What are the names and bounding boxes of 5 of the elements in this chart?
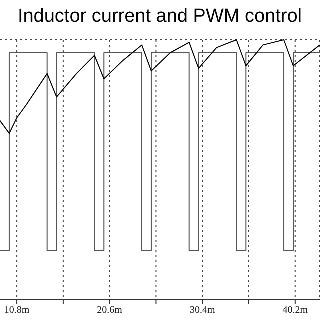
x-tick-label: 30.4m [190,305,216,316]
x-tick-label: 10.8m [4,305,30,316]
x-tick-label: 20.6m [97,305,123,316]
chart-title: Inductor current and PWM control [16,6,304,28]
x-tick-label: 40.2m [282,305,308,316]
